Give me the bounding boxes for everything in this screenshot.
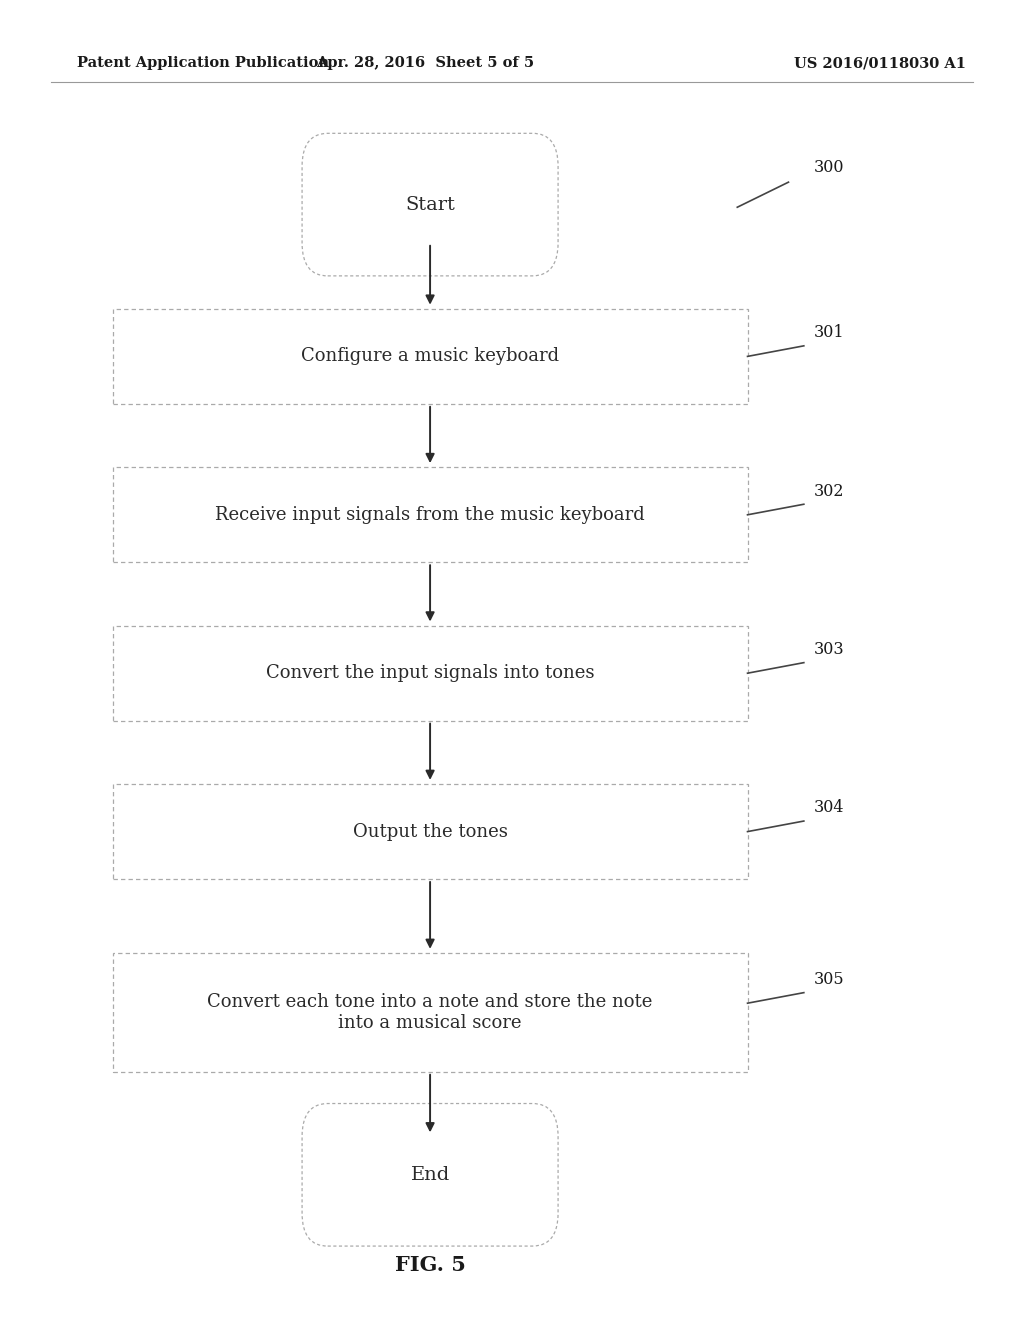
Text: Convert each tone into a note and store the note
into a musical score: Convert each tone into a note and store … (208, 993, 652, 1032)
Text: Convert the input signals into tones: Convert the input signals into tones (266, 664, 594, 682)
Text: 303: 303 (814, 642, 845, 657)
Text: Receive input signals from the music keyboard: Receive input signals from the music key… (215, 506, 645, 524)
FancyBboxPatch shape (113, 953, 748, 1072)
FancyBboxPatch shape (113, 467, 748, 562)
FancyBboxPatch shape (113, 784, 748, 879)
Text: Start: Start (406, 195, 455, 214)
FancyBboxPatch shape (302, 133, 558, 276)
FancyBboxPatch shape (113, 626, 748, 721)
Text: FIG. 5: FIG. 5 (394, 1254, 466, 1275)
Text: 301: 301 (814, 325, 845, 341)
FancyBboxPatch shape (302, 1104, 558, 1246)
Text: Patent Application Publication: Patent Application Publication (77, 57, 329, 70)
Text: Output the tones: Output the tones (352, 822, 508, 841)
Text: End: End (411, 1166, 450, 1184)
Text: US 2016/0118030 A1: US 2016/0118030 A1 (794, 57, 966, 70)
Text: Configure a music keyboard: Configure a music keyboard (301, 347, 559, 366)
Text: 302: 302 (814, 483, 845, 499)
Text: Apr. 28, 2016  Sheet 5 of 5: Apr. 28, 2016 Sheet 5 of 5 (315, 57, 535, 70)
Text: 300: 300 (814, 160, 845, 176)
Text: 304: 304 (814, 800, 845, 816)
FancyBboxPatch shape (113, 309, 748, 404)
Text: 305: 305 (814, 972, 845, 987)
